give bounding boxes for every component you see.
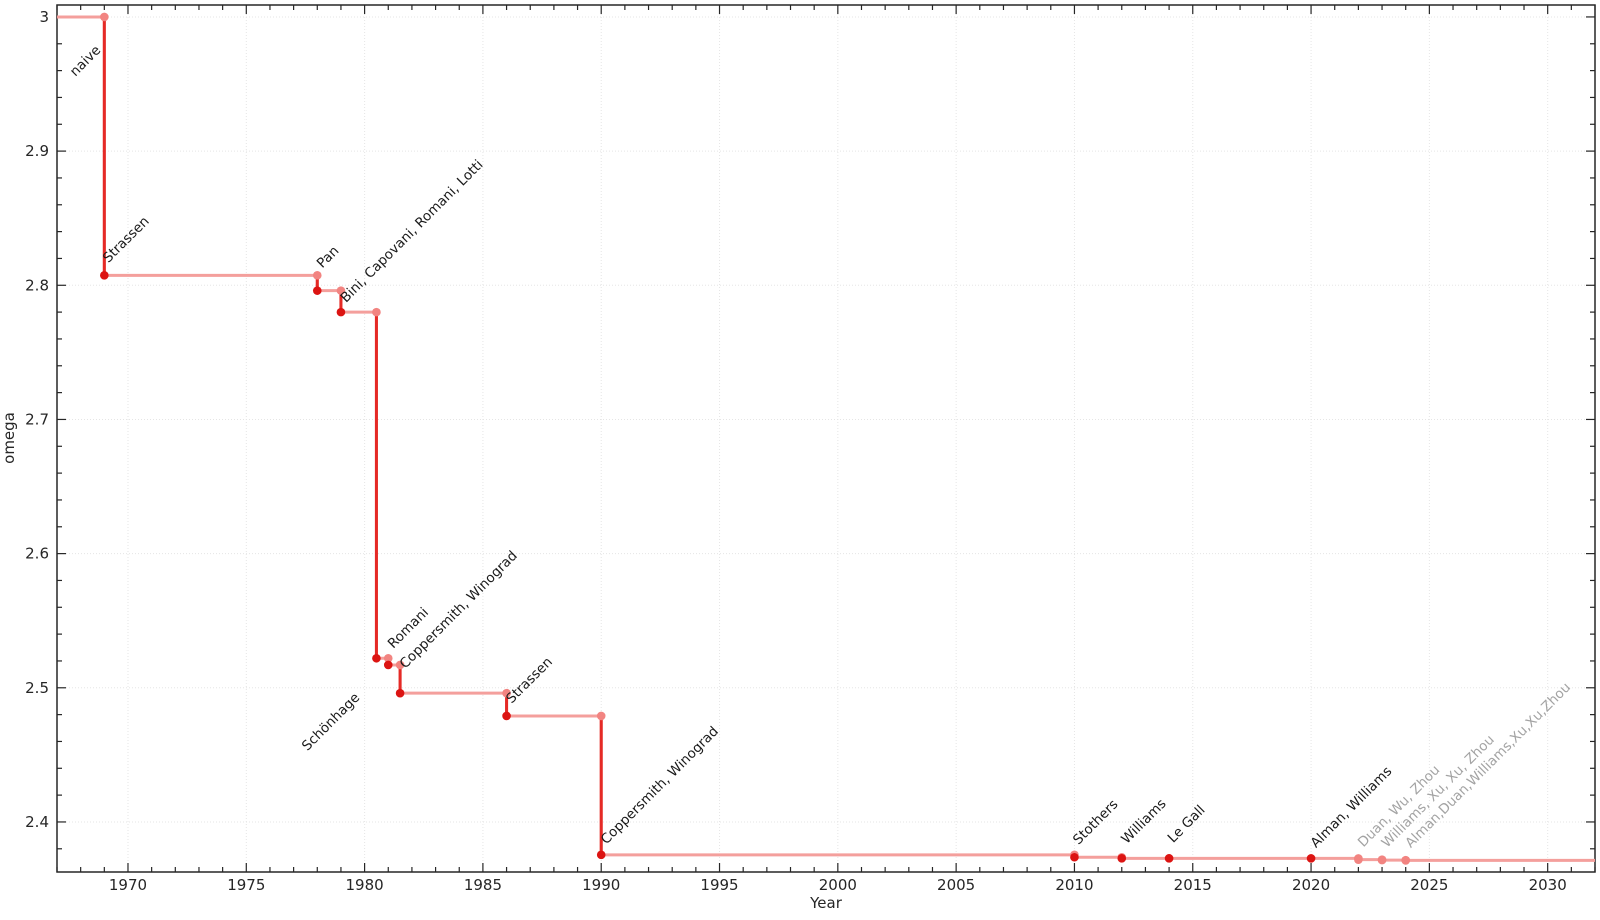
y-tick-label: 3	[39, 8, 49, 26]
omega-step-line	[57, 15, 1595, 862]
data-point-marker	[372, 653, 381, 663]
x-tick-label: 2025	[1410, 876, 1448, 894]
step-corner-marker	[336, 286, 346, 295]
y-tick-label: 2.6	[25, 545, 49, 563]
x-tick-label: 1980	[346, 876, 384, 894]
step-corner-marker	[502, 688, 511, 698]
point-label: Pan	[314, 243, 343, 272]
step-corner-marker	[312, 271, 322, 280]
data-point-marker	[1164, 854, 1174, 863]
data-point-marker	[1117, 854, 1127, 863]
x-tick-label: 1985	[464, 876, 502, 894]
y-tick-label: 2.7	[25, 410, 49, 428]
tick-layer	[56, 5, 1596, 872]
step-corner-marker	[395, 660, 405, 670]
grid-layer	[57, 5, 1595, 872]
y-tick-label: 2.8	[25, 276, 49, 294]
point-label: Coppersmith, Winograd	[598, 723, 722, 847]
x-tick-label: 2015	[1174, 876, 1212, 894]
data-point-marker	[312, 286, 322, 295]
x-tick-label: 1975	[227, 876, 265, 894]
data-point-marker	[1401, 856, 1411, 865]
series-layer	[57, 15, 1595, 862]
point-label: Strassen	[100, 213, 153, 266]
point-label: Schönhage	[299, 690, 363, 754]
x-axis-title: Year	[809, 894, 843, 912]
point-label: Le Gall	[1165, 802, 1209, 846]
y-axis-title: omega	[0, 412, 18, 464]
point-label: naive	[67, 42, 104, 79]
x-tick-label: 1970	[109, 876, 147, 894]
point-label: Williams, Xu, Xu, Zhou	[1379, 732, 1498, 851]
y-tick-label: 2.9	[25, 142, 49, 160]
x-tick-label: 2005	[937, 876, 975, 894]
data-point-marker	[100, 271, 109, 280]
x-tick-label: 2030	[1529, 876, 1567, 894]
x-tick-label: 2020	[1292, 876, 1330, 894]
marker-layer	[100, 12, 1411, 865]
step-corner-marker	[596, 711, 606, 721]
point-label: Strassen	[503, 654, 556, 707]
data-point-marker	[1377, 855, 1387, 865]
plot-frame	[56, 4, 1596, 873]
data-point-marker	[1070, 852, 1079, 862]
tick-label-layer: 1970 1975 1980 1985 1990 1995 2000 2005 2010 2015…	[25, 8, 1567, 894]
point-label: Bini, Capovani, Romani, Lotti	[337, 157, 486, 306]
y-tick-label: 2.4	[25, 813, 49, 831]
step-corner-marker	[372, 307, 381, 317]
step-corner-marker	[100, 12, 109, 22]
data-point-marker	[1354, 855, 1363, 864]
data-point-marker	[395, 688, 405, 698]
data-point-marker	[596, 850, 606, 860]
data-point-marker	[336, 307, 346, 317]
x-tick-label: 1995	[700, 876, 738, 894]
plot-border	[56, 4, 1596, 873]
data-point-marker	[502, 711, 511, 721]
data-point-marker	[383, 660, 393, 670]
x-tick-label: 2010	[1055, 876, 1093, 894]
data-point-marker	[1306, 854, 1316, 863]
step-corner-marker	[383, 653, 393, 663]
x-tick-label: 1990	[582, 876, 620, 894]
x-tick-label: 2000	[819, 876, 857, 894]
y-tick-label: 2.5	[25, 679, 49, 697]
